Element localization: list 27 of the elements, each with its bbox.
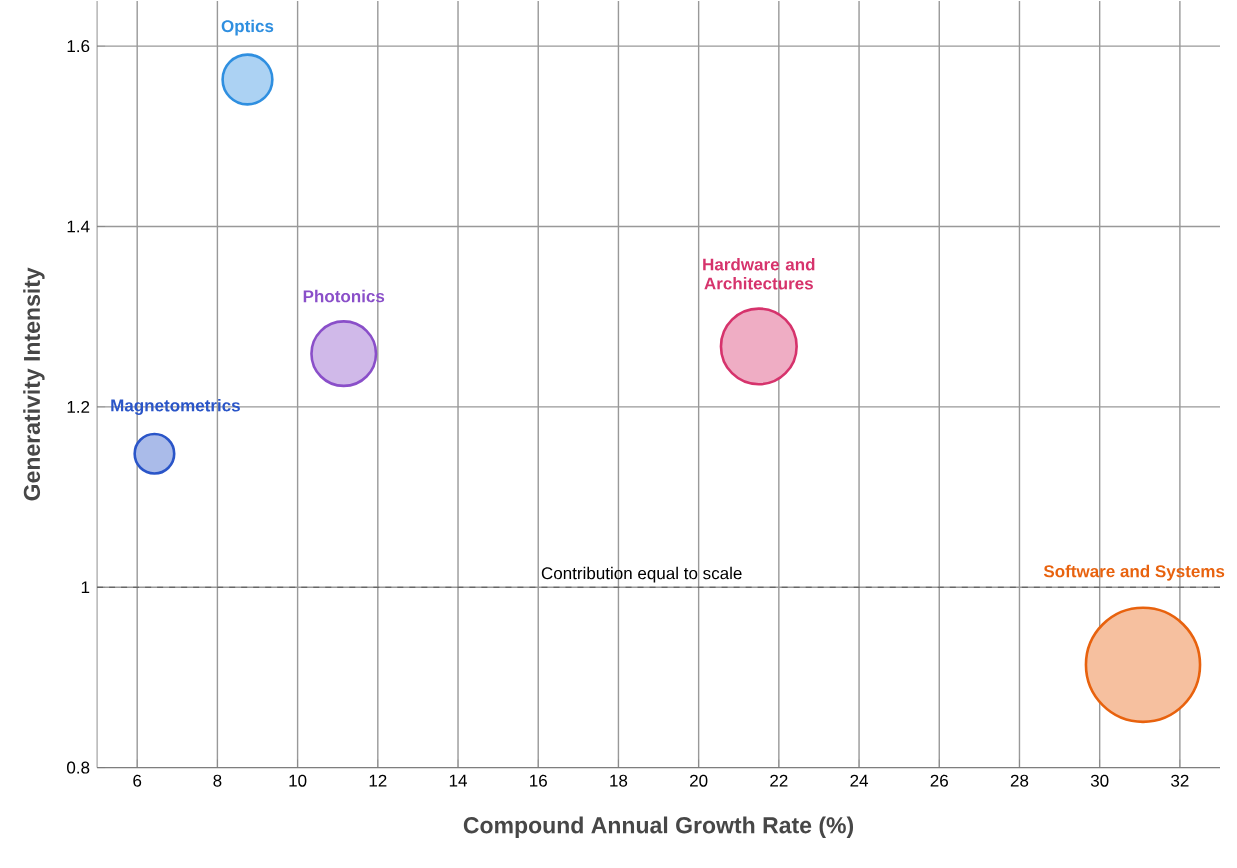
y-tick-label: 1.4 <box>67 220 90 233</box>
x-tick-label: 6 <box>133 774 142 787</box>
x-tick-label: 10 <box>289 774 307 787</box>
ref-line-label: Contribution equal to scale <box>541 566 742 583</box>
x-tick-label: 32 <box>1171 774 1189 787</box>
x-tick-label: 12 <box>369 774 387 787</box>
x-tick-label: 16 <box>530 774 547 787</box>
series-label: Optics <box>221 19 274 36</box>
y-tick-label: 0.8 <box>67 761 90 774</box>
x-tick-label: 26 <box>930 774 948 787</box>
x-tick-label: 28 <box>1010 774 1029 787</box>
text: Software and Systems <box>1043 564 1225 581</box>
x-axis-title: Compound Annual Growth Rate (%) <box>463 816 854 839</box>
y-tick-label: 1 <box>81 581 90 594</box>
x-tick-label: 30 <box>1090 774 1109 787</box>
y-axis-title: Generativity Intensity <box>23 267 45 501</box>
text: Magnetometrics <box>111 399 240 416</box>
text: Hardware and Architectures <box>703 258 815 290</box>
x-tick-label: 20 <box>690 774 708 787</box>
x-tick-label: 8 <box>213 774 222 787</box>
x-tick-label: 22 <box>770 774 788 787</box>
x-tick-label: 18 <box>610 774 628 787</box>
x-tick-label: 24 <box>850 774 869 787</box>
x-tick-label: 14 <box>449 774 467 787</box>
series-label: Photonics <box>303 289 385 303</box>
y-tick-label: 1.2 <box>67 401 90 413</box>
y-tick-label: 1.6 <box>67 40 90 53</box>
